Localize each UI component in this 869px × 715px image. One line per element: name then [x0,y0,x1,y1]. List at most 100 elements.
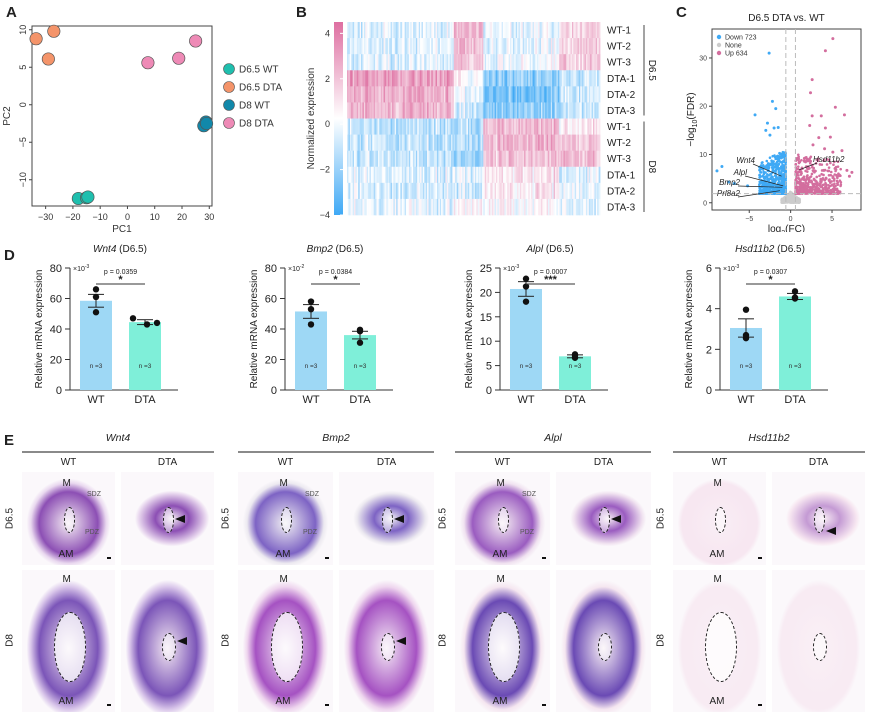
heatmap-cell [543,198,546,216]
heatmap-cell [547,150,550,168]
heatmap-cell [369,22,372,39]
heatmap-cell [348,182,351,200]
heatmap-cell [522,118,525,135]
point-down [782,174,785,177]
heatmap-cell [577,38,580,55]
heatmap-cell [525,118,528,135]
heatmap-cell [417,102,420,119]
heatmap-cell [379,198,382,216]
heatmap-cell [390,118,393,135]
heatmap-cell [498,134,501,151]
heatmap-cell [498,102,501,119]
heatmap-cell [483,150,486,168]
heatmap-cell [563,134,566,151]
heatmap-cell [488,134,491,151]
point-up [822,159,825,163]
heatmap-cell [487,70,490,87]
heatmap-cell [597,150,599,168]
legend-label: D6.5 WT [239,65,278,76]
heatmap-cell [410,54,413,71]
heatmap-cell [536,102,539,119]
heatmap-cell [557,22,560,39]
heatmap-cell [594,22,597,39]
heatmap-cell [439,118,442,135]
heatmap-cell [427,118,429,135]
heatmap-cell [518,118,521,135]
heatmap-cell [351,166,354,184]
heatmap-cell [443,182,446,200]
heatmap-cell [481,198,484,216]
heatmap-cell [362,118,365,135]
heatmap-cell [382,182,384,200]
heatmap-cell [439,150,442,168]
heatmap-cell [486,150,488,168]
heatmap-cell [420,86,422,103]
heatmap-cell [373,70,376,87]
heatmap-cell [505,102,508,119]
row-label: DTA-2 [607,90,636,101]
heatmap-cell [580,182,583,200]
heatmap-cell [417,182,420,200]
heatmap-cell [491,102,494,119]
heatmap-cell [470,22,473,39]
heatmap-cell [477,150,480,168]
heatmap-cell [382,54,384,71]
point-up [850,170,854,174]
heatmap-cell [545,86,547,103]
heatmap-cell [484,86,487,103]
heatmap-cell [396,70,398,87]
heatmap-cell [356,22,359,39]
heatmap-cell [473,134,476,151]
point-up [836,190,839,194]
heatmap-cell [448,22,451,39]
heatmap-cell [481,166,484,184]
heatmap-cell [467,22,470,39]
point-up [815,175,819,179]
point-up [836,181,840,184]
row-label: DTA-2 [607,186,636,197]
heatmap-cell [484,150,487,168]
heatmap-cell [576,198,578,216]
heatmap-cell [352,86,355,103]
y-tick-label: 20 [265,355,277,367]
heatmap-cell [474,70,477,87]
heatmap-cell [529,166,532,184]
heatmap-cell [488,38,491,55]
heatmap-cell [511,54,514,71]
heatmap-cell [585,54,588,71]
heatmap-cell [503,86,505,103]
heatmap-cell [562,150,564,168]
heatmap-cell [467,70,470,87]
heatmap-cell [451,38,453,55]
heatmap-cell [351,70,354,87]
heatmap-cell [545,134,547,151]
heatmap-cell [391,54,394,71]
chart-title: Bmp2 (D6.5) [307,244,364,255]
heatmap-cell [581,38,584,55]
heatmap-cell [390,70,393,87]
heatmap-cell [504,198,507,216]
heatmap-cell [570,150,573,168]
heatmap-cell [533,166,536,184]
heatmap-cell [455,150,458,168]
heatmap-cell [411,198,414,216]
heatmap-cell [500,70,503,87]
heatmap-cell [435,22,438,39]
heatmap-cell [410,134,413,151]
heatmap-cell [512,134,515,151]
heatmap-cell [470,70,473,87]
heatmap-cell [373,198,376,216]
heatmap-cell [566,38,569,55]
x-axis-label: PC1 [112,224,132,235]
point-up [822,187,825,190]
scale-bar [325,704,329,706]
heatmap-cell [467,38,470,55]
heatmap-cell [559,134,562,151]
gene-label: Prl8a2 [717,189,741,198]
heatmap-cell [531,70,533,87]
panel-label-e: E [4,432,15,449]
heatmap-cell [518,102,521,119]
heatmap-cell [365,38,368,55]
heatmap-cell [546,70,549,87]
